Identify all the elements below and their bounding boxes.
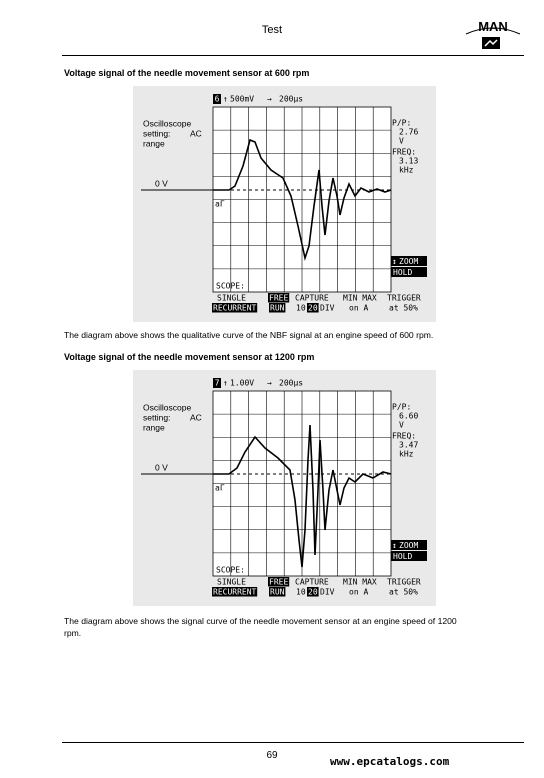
menu-item: on A (349, 304, 368, 313)
readout: V (399, 137, 404, 146)
logo: MAN (465, 19, 521, 49)
menu-item: CAPTURE (295, 578, 329, 587)
readout: kHz (399, 450, 414, 459)
readout: 2.76 (399, 128, 418, 137)
menu-highlight (268, 293, 290, 303)
button-label: HOLD (393, 268, 412, 277)
section-heading: Voltage signal of the needle movement se… (64, 352, 315, 362)
caption: The diagram above shows the signal curve… (64, 616, 457, 638)
menu-item: TRIGGER (387, 578, 421, 587)
menu-highlight (269, 587, 286, 597)
setting: setting: (143, 412, 170, 422)
zero-label: 0 V (155, 178, 168, 188)
menu-item: at 50% (389, 588, 418, 597)
readout: 3.47 (399, 441, 418, 450)
menu-item: CAPTURE (295, 294, 329, 303)
arrow: ↑ (223, 379, 228, 388)
readout: V (399, 421, 404, 430)
button (391, 267, 427, 277)
channel-box (213, 94, 221, 104)
time-per-div: 200µs (279, 379, 303, 388)
menu-item: FREE (269, 578, 288, 587)
button-label: ZOOM (399, 257, 418, 266)
setting: setting: (143, 128, 170, 138)
setting: Oscilloscope (143, 118, 191, 128)
menu-item: RUN (270, 304, 285, 313)
readout: 6.60 (399, 412, 418, 421)
menu-item: MIN MAX (343, 578, 377, 587)
menu-item: 10 (296, 304, 306, 313)
trigger-marker: aΓ (215, 484, 225, 493)
setting: Oscilloscope (143, 402, 191, 412)
waveform (213, 138, 392, 262)
volts-per-div: 1.00V (230, 379, 254, 388)
menu-item: RECURRENT (213, 588, 257, 597)
section-heading: Voltage signal of the needle movement se… (64, 68, 310, 78)
readout: kHz (399, 166, 414, 175)
scope-figure: 6 ↑ 500mV → 200µs Oscilloscope setting: AC range… (133, 86, 436, 322)
header-rule (62, 55, 524, 56)
readout: FREQ: (392, 148, 416, 157)
menu-highlight (307, 587, 319, 597)
menu-item: 20 (308, 588, 318, 597)
menu-item: FREE (269, 294, 288, 303)
arrow: → (267, 95, 272, 104)
footer-rule (62, 742, 524, 743)
readout: P/P: (392, 119, 411, 128)
arrow: ↕ (392, 541, 397, 550)
channel-box (213, 378, 221, 388)
volts-per-div: 500mV (230, 95, 254, 104)
zero-label: 0 V (155, 462, 168, 472)
page-title: Test (261, 24, 283, 36)
menu-item: DIV (320, 588, 335, 597)
mode-label: SCOPE: (216, 282, 245, 291)
menu-item: at 50% (389, 304, 418, 313)
menu-item: SINGLE (217, 578, 246, 587)
menu-item: 10 (296, 588, 306, 597)
channel: 7 (215, 379, 220, 388)
menu-highlight (269, 303, 286, 313)
menu-item: RECURRENT (213, 304, 257, 313)
arrow: ↑ (223, 95, 228, 104)
menu-item: DIV (320, 304, 335, 313)
menu-item: RUN (270, 588, 285, 597)
caption: The diagram above shows the qualitative … (64, 330, 434, 340)
setting: range (143, 138, 165, 148)
logo-text: MAN (478, 19, 508, 34)
time-per-div: 200µs (279, 95, 303, 104)
menu-item: SINGLE (217, 294, 246, 303)
menu-item: MIN MAX (343, 294, 377, 303)
menu-item: 20 (308, 304, 318, 313)
button (391, 256, 427, 266)
button (391, 540, 427, 550)
trigger-marker: aΓ (215, 200, 225, 209)
readout: 3.13 (399, 157, 418, 166)
arrow: ↕ (392, 257, 397, 266)
channel: 6 (215, 95, 220, 104)
mode-label: SCOPE: (216, 566, 245, 575)
page-number: 69 (266, 750, 278, 761)
watermark: www.epcatalogs.com (330, 755, 450, 768)
setting: range (143, 422, 165, 432)
button-label: ZOOM (399, 541, 418, 550)
scope-figure: 7 ↑ 1.00V → 200µs Oscilloscope setting: AC range… (133, 370, 436, 606)
menu-highlight (268, 577, 290, 587)
menu-highlight (307, 303, 319, 313)
setting: AC (190, 412, 202, 422)
readout: P/P: (392, 403, 411, 412)
setting: AC (190, 128, 202, 138)
button-label: HOLD (393, 552, 412, 561)
waveform (213, 424, 392, 568)
readout: FREQ: (392, 432, 416, 441)
menu-item: on A (349, 588, 368, 597)
menu-highlight (212, 587, 258, 597)
button (391, 551, 427, 561)
menu-item: TRIGGER (387, 294, 421, 303)
arrow: → (267, 379, 272, 388)
menu-highlight (212, 303, 258, 313)
